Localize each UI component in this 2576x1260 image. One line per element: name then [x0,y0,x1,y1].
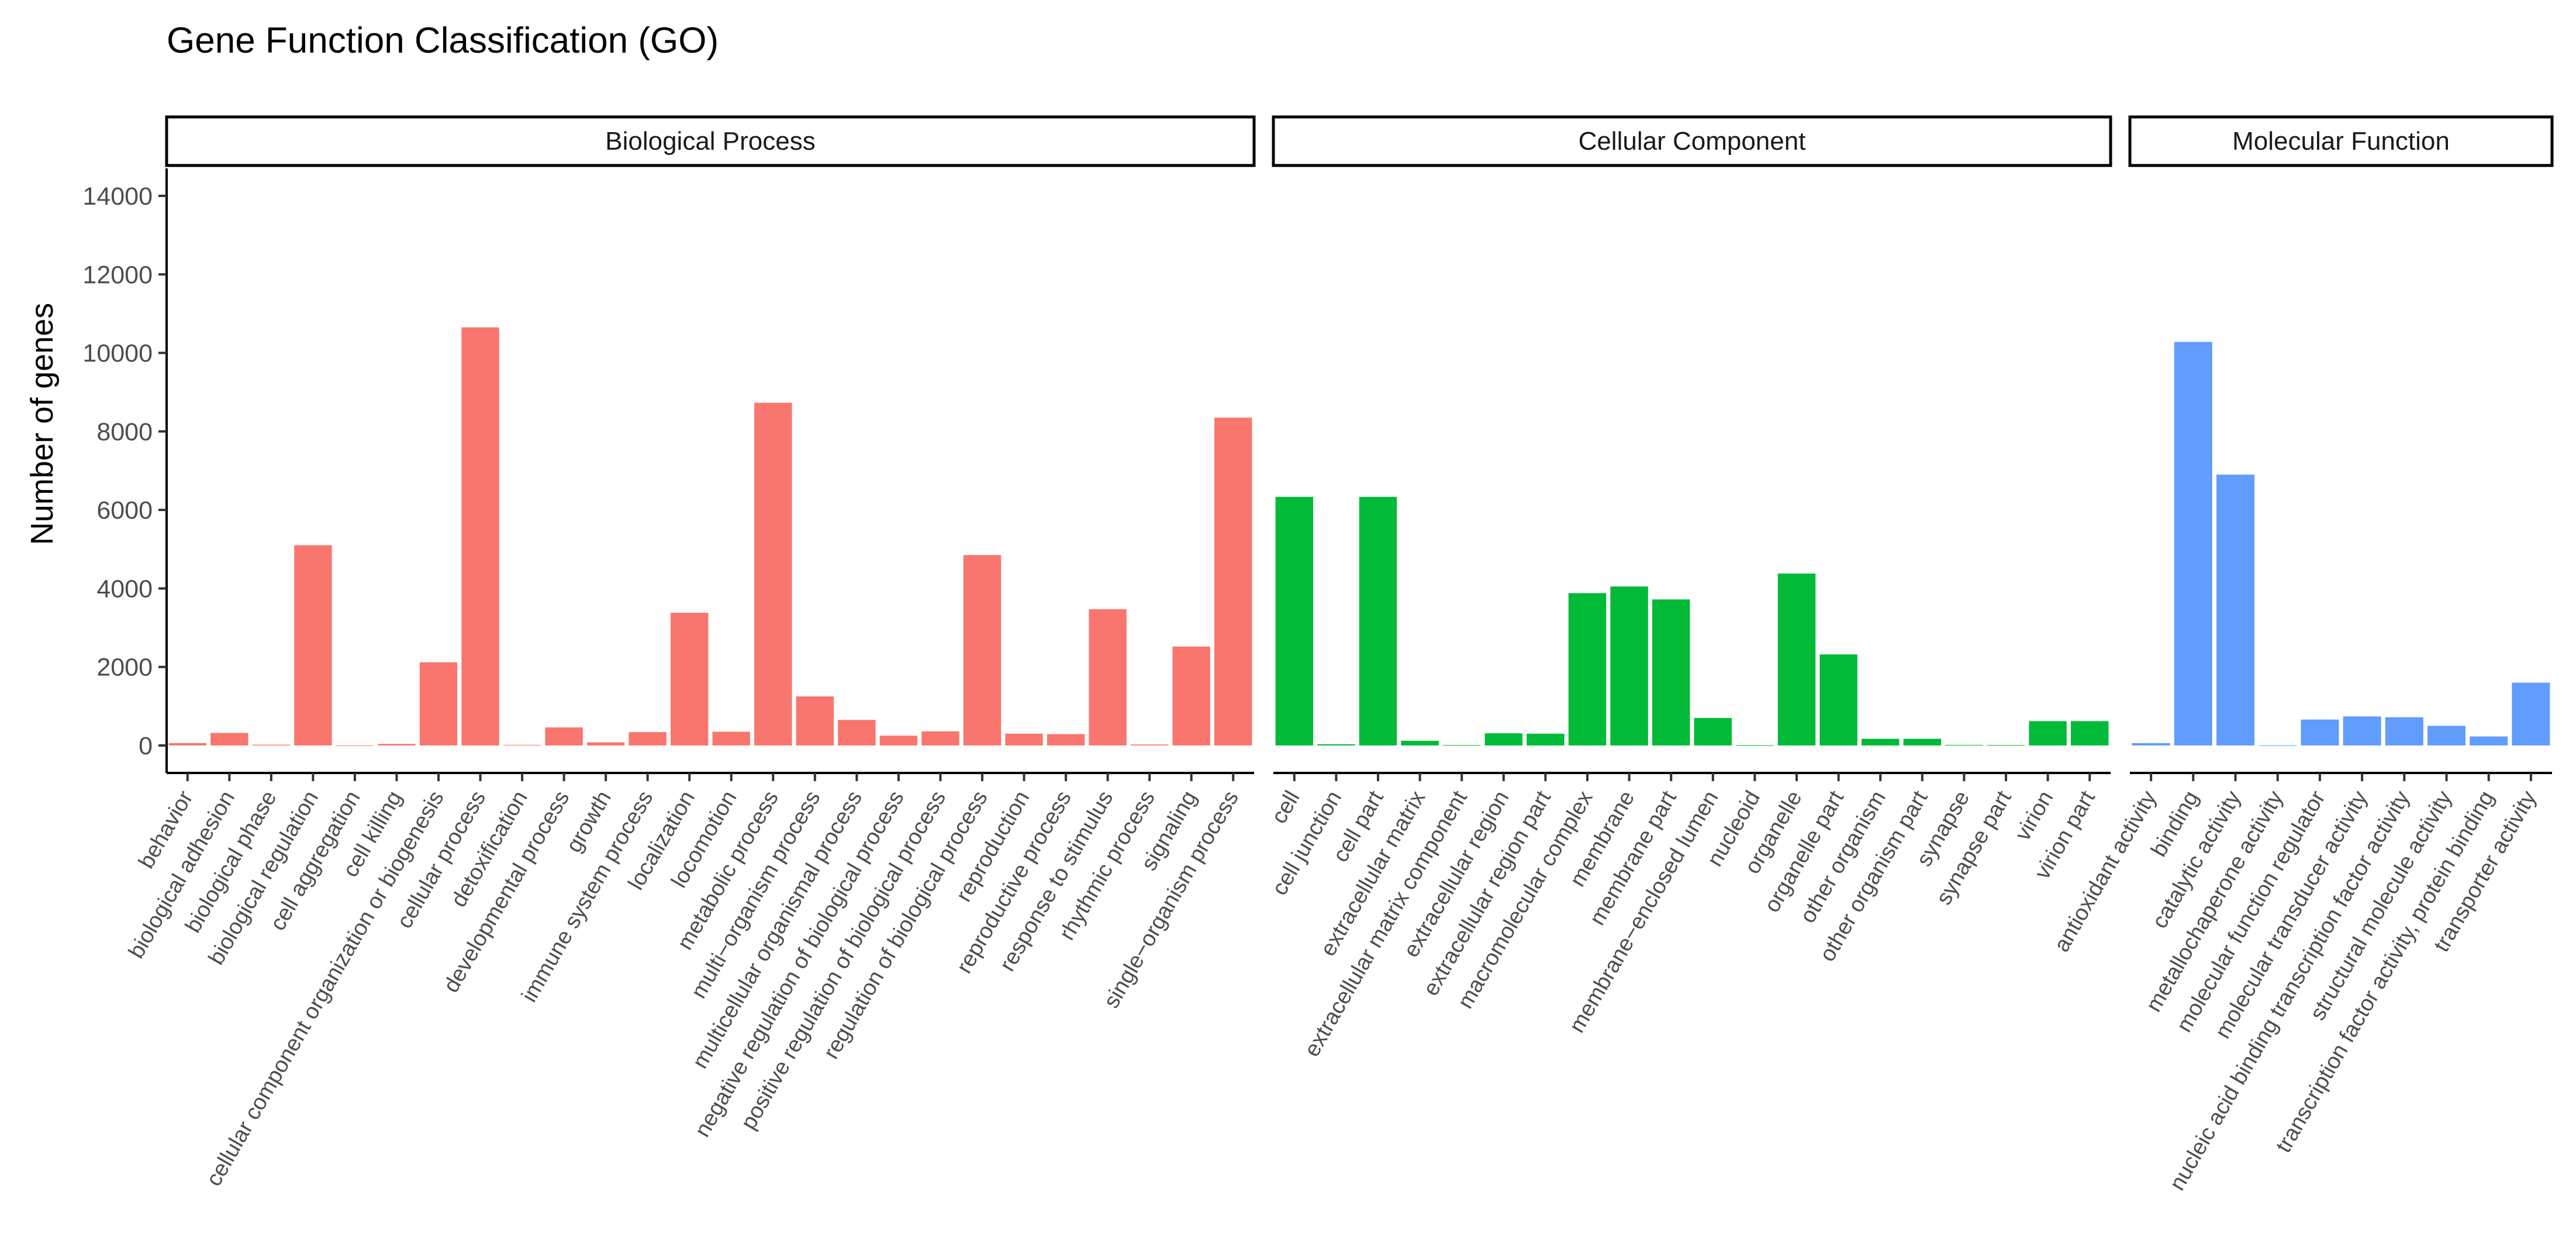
plot-area: 0 2000 4000 6000 8000 10000 12000 14000 Biologic… [82,115,2554,1195]
y-tick-label: 0 [139,732,153,760]
bar-growth [586,742,625,745]
bar-cell-part [1359,496,1397,745]
y-tick-label: 10000 [82,340,153,368]
bar-negative-regulation-of-biological-process [879,736,918,745]
facet-label-cellular-component: Cellular Component [1579,127,1806,156]
bar-nucleic-acid-binding-transcription-factor-activity [2385,717,2423,745]
bar-structural-molecule-activity [2427,726,2465,745]
bar-extracellular-region-part [1527,733,1565,745]
bar-cell-aggregation [336,745,374,746]
bar-membrane [1610,586,1648,745]
bar-cell-killing [378,744,416,745]
facet-strip-biological-process [165,115,1256,167]
bar-molecular-function-regulator [2301,719,2339,745]
bar-positive-regulation-of-biological-process [921,731,959,745]
bar-membrane-part [1652,599,1690,745]
bar-organelle-part [1819,654,1857,745]
bar-nucleoid [1736,745,1774,746]
x-tick-label-cell: cell [1267,787,1305,828]
bar-cell-junction [1317,744,1355,745]
bar-single-organism-process [1214,417,1252,745]
bar-molecular-transducer-activity [2343,716,2381,745]
bar-reproduction [1005,733,1043,745]
bar-metallochaperone-activity [2259,745,2297,746]
bar-membrane-enclosed-lumen [1694,718,1732,745]
y-tick-label: 12000 [82,261,153,289]
bar-biological-adhesion [210,733,248,745]
y-tick-label: 14000 [82,182,153,210]
bar-macromolecular-complex [1568,593,1607,745]
facet-strip-molecular-function [2128,115,2554,167]
bar-locomotion [712,731,750,745]
y-tick-label: 4000 [96,575,153,603]
bar-signaling [1172,646,1210,745]
y-axis-label: Number of genes [25,303,60,545]
bar-biological-regulation [294,545,332,745]
bar-other-organism [1861,738,1900,745]
bar-binding [2174,341,2212,745]
bar-reproductive-process [1047,734,1085,745]
bar-cellular-component-organization-or-biogenesis [419,662,458,745]
bar-developmental-process [545,727,583,745]
bar-virion [2029,721,2067,745]
bar-response-to-stimulus [1089,609,1127,745]
bar-behavior [168,743,206,745]
bar-transporter-activity [2512,682,2550,745]
bar-virion-part [2070,721,2109,745]
facet-strip-cellular-component [1272,115,2112,167]
bar-multi-organism-process [796,696,834,745]
y-tick-label: 8000 [96,418,153,446]
bar-extracellular-matrix [1401,740,1439,745]
bar-organelle [1777,573,1816,745]
bar-metabolic-process [754,402,792,745]
y-tick-label: 2000 [96,654,153,682]
facet-label-molecular-function: Molecular Function [2232,127,2450,156]
y-tick-label: 6000 [96,496,153,524]
facet-label-biological-process: Biological Process [605,127,816,156]
bar-antioxidant-activity [2132,743,2170,745]
bar-other-organism-part [1903,738,1942,745]
chart-title: Gene Function Classification (GO) [167,20,719,61]
bar-catalytic-activity [2216,474,2254,745]
bar-rhythmic-process [1130,744,1169,745]
bar-multicellular-organismal-process [838,720,876,745]
bar-transcription-factor-activity-protein-binding [2470,736,2508,745]
bar-cell [1275,496,1314,745]
bar-regulation-of-biological-process [963,555,1002,745]
bar-localization [671,613,709,745]
bar-immune-system-process [629,732,667,745]
bar-extracellular-region [1484,733,1523,745]
bar-cellular-process [461,327,499,745]
